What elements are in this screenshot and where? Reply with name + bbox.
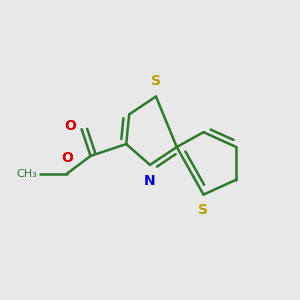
- Text: O: O: [64, 119, 76, 133]
- Text: CH₃: CH₃: [16, 169, 37, 179]
- Text: S: S: [151, 74, 161, 88]
- Text: N: N: [144, 174, 156, 188]
- Text: O: O: [61, 151, 73, 165]
- Text: S: S: [199, 203, 208, 218]
